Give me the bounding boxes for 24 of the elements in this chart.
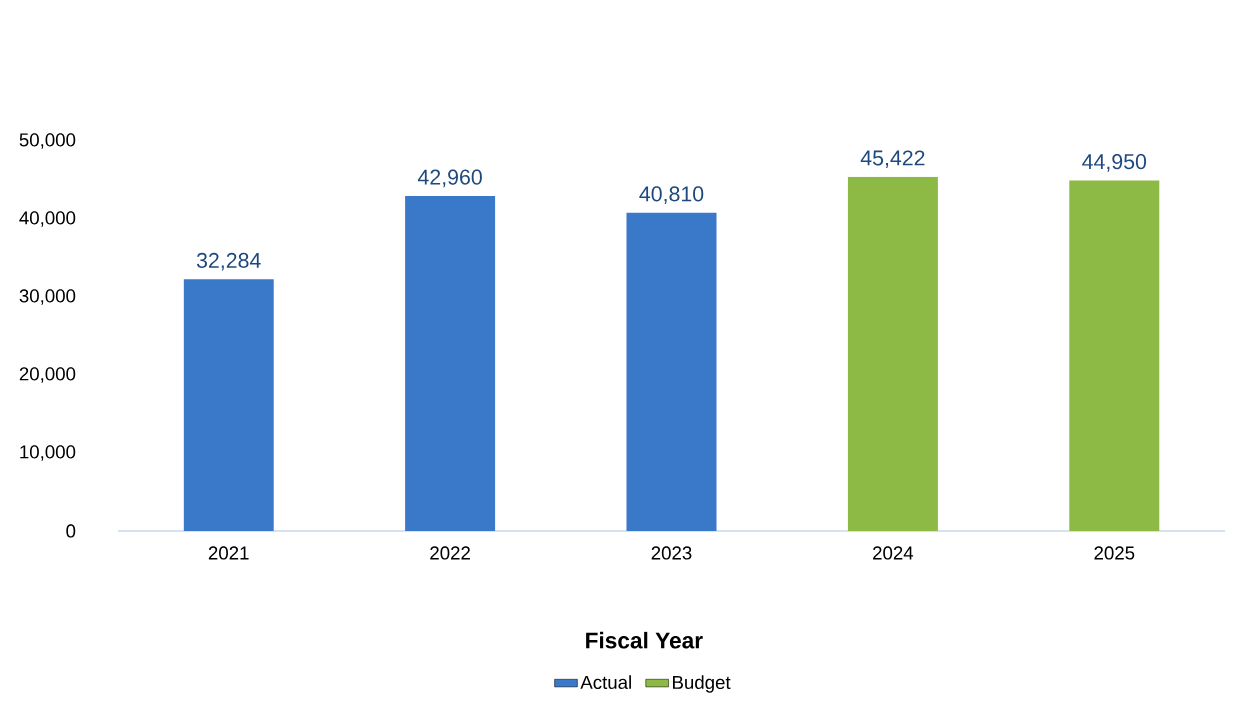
data-label: 45,422 (860, 150, 925, 168)
bar (626, 212, 717, 531)
legend-label: Actual (580, 675, 631, 690)
x-tick-label: 2022 (430, 546, 470, 560)
y-tick-label: 10,000 (20, 445, 76, 461)
legend-label: Budget (673, 675, 731, 693)
x-tick-label: 2021 (208, 546, 249, 560)
bar (847, 176, 938, 531)
x-tick-label: 2023 (651, 546, 692, 560)
data-label: 42,960 (417, 169, 482, 188)
bar (405, 195, 496, 531)
y-tick-label: 20,000 (19, 367, 76, 383)
x-axis-title: Fiscal Year (586, 631, 703, 649)
x-tick-label: 2024 (873, 546, 914, 560)
y-tick-label: 50,000 (19, 133, 76, 149)
y-tick-label: 40,000 (19, 211, 76, 227)
data-label: 32,284 (196, 252, 261, 271)
bar (183, 279, 274, 531)
data-label: 44,950 (1082, 154, 1147, 172)
y-tick-label: 0 (66, 524, 76, 538)
y-tick-label: 30,000 (19, 289, 76, 305)
data-label: 40,810 (639, 186, 704, 204)
x-tick-label: 2025 (1094, 546, 1135, 560)
bar (1069, 180, 1160, 531)
